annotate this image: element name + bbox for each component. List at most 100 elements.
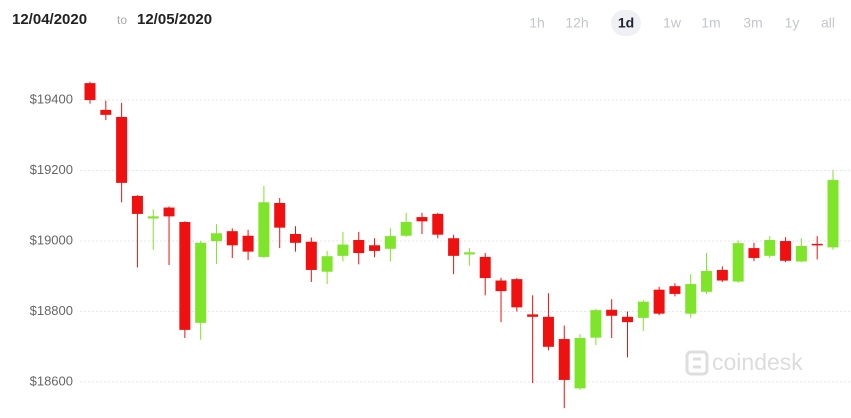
candle — [432, 212, 444, 239]
candle — [290, 226, 302, 252]
end-date: 12/05/2020 — [137, 11, 212, 28]
y-tick-label: $19000 — [30, 232, 73, 247]
candle — [210, 224, 222, 264]
candle — [574, 334, 586, 390]
range-button[interactable]: 1m — [701, 15, 720, 31]
candle-body — [179, 222, 191, 330]
candle — [337, 231, 349, 262]
candle-body — [116, 116, 128, 183]
candle-body — [100, 109, 112, 115]
range-button[interactable]: all — [821, 15, 835, 31]
candle-body — [795, 245, 807, 262]
range-button[interactable]: 1d — [618, 15, 634, 31]
candle — [701, 253, 713, 294]
candle — [116, 102, 128, 203]
candle-body — [621, 316, 633, 323]
candle — [321, 250, 333, 285]
candle — [621, 311, 633, 358]
candle-body — [827, 180, 839, 248]
candle — [448, 234, 460, 275]
candle-body — [527, 314, 539, 317]
candle — [732, 240, 744, 283]
candle-body — [131, 195, 143, 214]
candle — [131, 195, 143, 268]
candle-body — [716, 269, 728, 281]
candle — [764, 236, 776, 258]
header: 12/04/2020 to 12/05/2020 1h 12h 1d 1w 1m 3m 1y… — [12, 10, 835, 36]
candle — [716, 266, 728, 282]
candle-body — [463, 252, 475, 255]
candle — [274, 198, 286, 249]
candle — [195, 241, 207, 340]
range-button[interactable]: 1y — [785, 15, 800, 31]
candle — [258, 186, 270, 258]
watermark-text: coindesk — [712, 349, 803, 375]
candle-body — [258, 202, 270, 257]
candle-body — [84, 83, 96, 101]
candle-body — [274, 202, 286, 228]
candle — [400, 212, 412, 237]
candle — [748, 242, 760, 262]
candle-body — [653, 289, 665, 314]
candle — [527, 295, 539, 384]
range-button[interactable]: 3m — [743, 15, 762, 31]
y-tick-label: $18800 — [30, 303, 73, 318]
candle-body — [163, 207, 175, 217]
candle-body — [321, 256, 333, 272]
candle-body — [195, 242, 207, 323]
candle-body — [147, 216, 159, 219]
candle-body — [290, 233, 302, 243]
candle — [479, 253, 491, 296]
watermark: coindesk — [685, 349, 803, 376]
candle — [369, 238, 381, 258]
candle — [179, 221, 191, 338]
date-separator: to — [117, 13, 127, 27]
candle-body — [337, 244, 349, 256]
range-selector: 1h 12h 1d 1w 1m 3m 1y all — [529, 10, 835, 36]
candle — [827, 170, 839, 250]
candle — [495, 277, 507, 323]
candle — [590, 308, 602, 346]
candle-body — [353, 239, 365, 254]
candle-body — [637, 301, 649, 318]
candle — [163, 206, 175, 266]
candle-body — [242, 235, 254, 252]
candle — [685, 274, 697, 318]
range-button[interactable]: 1w — [663, 15, 682, 31]
candle-body — [210, 233, 222, 242]
candle-body — [416, 217, 428, 222]
candle — [100, 100, 112, 121]
candle — [637, 300, 649, 331]
candle-body — [495, 280, 507, 292]
candle — [147, 209, 159, 250]
candle-body — [574, 337, 586, 389]
range-button[interactable]: 1h — [529, 15, 545, 31]
candle — [780, 237, 792, 263]
candle — [384, 228, 396, 262]
range-button[interactable]: 12h — [565, 15, 588, 31]
y-tick-label: $18600 — [30, 373, 73, 388]
candle-body — [479, 256, 491, 279]
candle-body — [226, 231, 238, 246]
candle-body — [400, 222, 412, 236]
candle — [242, 229, 254, 261]
candle-body — [669, 286, 681, 294]
candle-body — [511, 279, 523, 308]
candle-body — [305, 241, 317, 270]
candle — [606, 299, 618, 338]
candle-body — [558, 339, 570, 380]
candle-body — [732, 243, 744, 282]
candle — [653, 286, 665, 316]
candle — [558, 325, 570, 409]
candle-body — [606, 309, 618, 316]
candle-body — [542, 316, 554, 347]
candle-body — [432, 213, 444, 235]
candle-body — [780, 241, 792, 261]
candle — [416, 212, 428, 234]
candle-body — [448, 238, 460, 256]
candle — [463, 248, 475, 266]
candle-body — [369, 245, 381, 251]
candle — [811, 236, 823, 260]
candle — [669, 283, 681, 297]
